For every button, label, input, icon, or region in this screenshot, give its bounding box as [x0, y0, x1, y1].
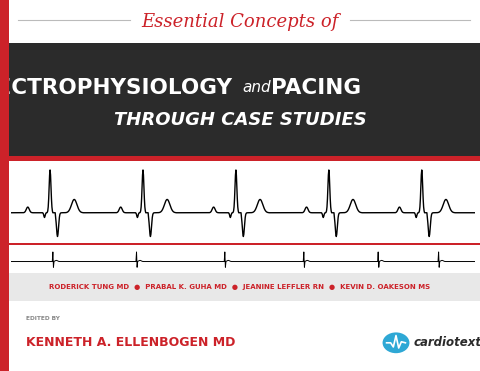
- Bar: [9, 43, 480, 156]
- Text: and: and: [242, 81, 271, 95]
- Text: THROUGH CASE STUDIES: THROUGH CASE STUDIES: [114, 111, 366, 129]
- Text: KENNETH A. ELLENBOGEN MD: KENNETH A. ELLENBOGEN MD: [26, 336, 236, 349]
- Text: EDITED BY: EDITED BY: [26, 316, 60, 321]
- Text: ELECTROPHYSIOLOGY: ELECTROPHYSIOLOGY: [0, 78, 240, 98]
- Text: cardiotext: cardiotext: [413, 336, 480, 349]
- Circle shape: [383, 332, 409, 353]
- Bar: [9, 273, 480, 301]
- Text: PACING: PACING: [271, 78, 361, 98]
- Bar: [9, 156, 480, 161]
- Bar: [0, 0, 9, 371]
- Bar: [9, 243, 480, 245]
- Text: RODERICK TUNG MD  ●  PRABAL K. GUHA MD  ●  JEANINE LEFFLER RN  ●  KEVIN D. OAKES: RODERICK TUNG MD ● PRABAL K. GUHA MD ● J…: [49, 283, 431, 290]
- Text: Essential Concepts of: Essential Concepts of: [141, 13, 339, 31]
